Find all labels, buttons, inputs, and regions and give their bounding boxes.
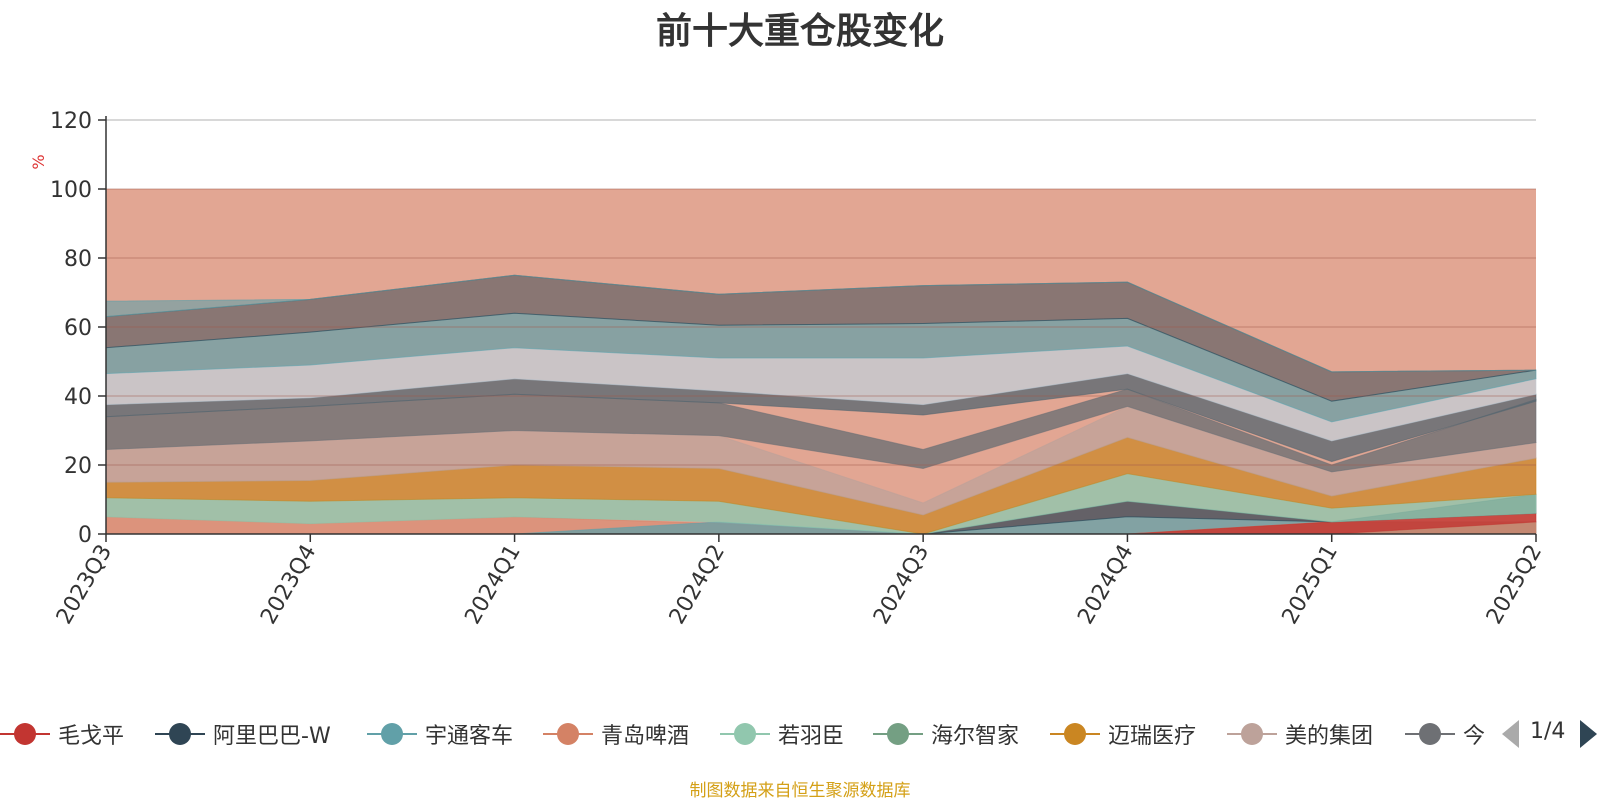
legend-item[interactable]: 宇通客车: [367, 716, 513, 752]
legend-page-indicator: 1/4: [1530, 719, 1566, 744]
x-tick-label: 2023Q4: [256, 541, 321, 629]
area-series-13: [105, 274, 1537, 373]
source-note: 制图数据来自恒生聚源数据库: [689, 781, 911, 801]
x-tick-label: 2025Q1: [1278, 541, 1343, 629]
legend-symbol-icon: [720, 716, 770, 752]
legend-item[interactable]: 海尔智家: [873, 716, 1019, 752]
x-tick-label: 2024Q1: [460, 541, 525, 629]
legend-symbol-icon: [1227, 716, 1277, 752]
legend-label: 青岛啤酒: [601, 724, 690, 749]
legend-label: 宇通客车: [425, 724, 514, 749]
y-tick-label: 80: [64, 247, 92, 272]
x-tick-label: 2024Q4: [1073, 541, 1138, 629]
legend-item[interactable]: 美的集团: [1227, 716, 1373, 752]
y-tick-label: 60: [64, 316, 92, 341]
legend-item[interactable]: 今: [1405, 716, 1485, 752]
legend-dot: [1064, 723, 1086, 745]
y-tick-label: 0: [78, 523, 92, 548]
legend-symbol-icon: [0, 716, 50, 752]
legend-dot: [1419, 723, 1441, 745]
legend-prev-page-icon[interactable]: [1502, 720, 1519, 748]
legend-item[interactable]: 若羽臣: [720, 716, 844, 752]
legend-label: 毛戈平: [58, 724, 125, 749]
y-tick-label: 100: [50, 178, 92, 203]
area-chart: 0 20 40 60 80 100 120 2023Q3 2023Q4 2024Q1 2024Q2 2…: [29, 109, 1547, 629]
chart-title: 前十大重仓股变化: [655, 11, 944, 52]
legend-item[interactable]: 毛戈平: [0, 716, 124, 752]
legend-next-page-icon[interactable]: [1580, 720, 1597, 748]
legend-dot: [734, 723, 756, 745]
legend-symbol-icon: [873, 716, 923, 752]
legend-symbol-icon: [155, 716, 205, 752]
legend-symbol-icon: [367, 716, 417, 752]
legend-dot: [381, 723, 403, 745]
legend-label: 若羽臣: [778, 724, 845, 749]
legend-pager: 1/4: [1500, 716, 1600, 752]
legend-label: 阿里巴巴-W: [213, 724, 331, 749]
y-tick-label: 120: [50, 109, 92, 134]
legend-item[interactable]: 迈瑞医疗: [1050, 716, 1196, 752]
legend-item[interactable]: 青岛啤酒: [543, 716, 689, 752]
legend-dot: [14, 723, 36, 745]
legend-label: 迈瑞医疗: [1108, 724, 1197, 749]
y-tick-label: 20: [64, 454, 92, 479]
legend-dot: [169, 723, 191, 745]
y-axis-unit-label: %: [29, 154, 48, 169]
legend-dot: [557, 723, 579, 745]
legend-symbol-icon: [543, 716, 593, 752]
legend-dot: [887, 723, 909, 745]
legend-dot: [1241, 723, 1263, 745]
legend-label: 美的集团: [1285, 724, 1374, 749]
legend-label: 海尔智家: [931, 724, 1020, 749]
legend-label: 今: [1463, 724, 1486, 749]
legend-item[interactable]: 阿里巴巴-W: [155, 716, 331, 752]
legend-symbol-icon: [1405, 716, 1455, 752]
x-tick-label: 2024Q2: [665, 541, 730, 629]
legend: 毛戈平 阿里巴巴-W 宇通客车 青岛啤酒 若羽臣 海尔智家 迈瑞医疗 美的集团 今: [0, 716, 1500, 752]
x-tick-label: 2023Q3: [52, 541, 117, 629]
y-tick-label: 40: [64, 385, 92, 410]
legend-symbol-icon: [1050, 716, 1100, 752]
x-tick-label: 2024Q3: [869, 541, 934, 629]
x-tick-label: 2025Q2: [1482, 541, 1547, 629]
